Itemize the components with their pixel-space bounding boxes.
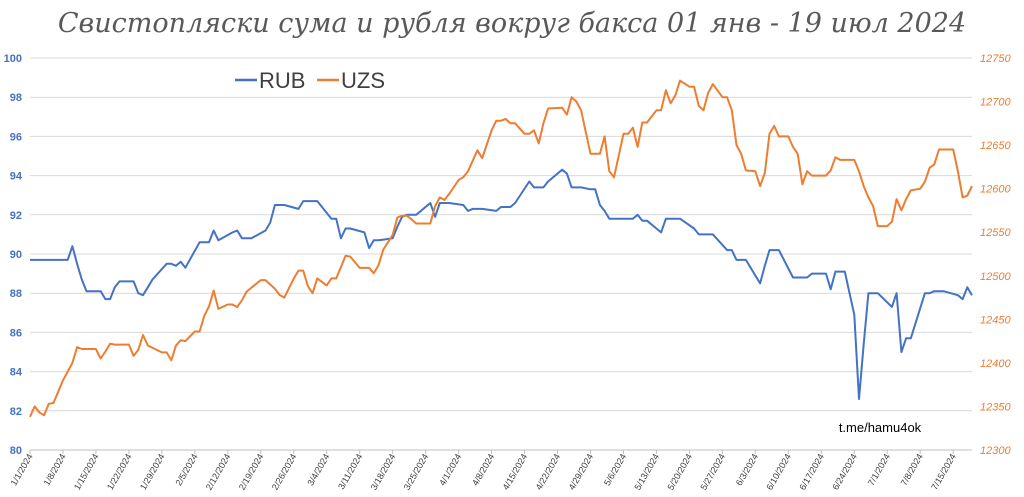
right-y-tick-label: 12500 bbox=[980, 271, 1011, 283]
left-y-tick-label: 84 bbox=[10, 367, 23, 379]
series-lines bbox=[29, 79, 973, 418]
right-y-tick-label: 12700 bbox=[980, 97, 1011, 109]
left-y-tick-label: 100 bbox=[4, 53, 22, 65]
chart-title: Свистопляски сума и рубля вокруг бакса 0… bbox=[58, 8, 966, 39]
watermark-annotation: t.me/hamu4ok bbox=[839, 420, 922, 435]
legend-label-rub: RUB bbox=[259, 68, 305, 93]
left-y-tick-label: 82 bbox=[10, 406, 22, 418]
right-y-tick-label: 12600 bbox=[980, 184, 1011, 196]
right-y-tick-label: 12400 bbox=[980, 358, 1011, 370]
right-y-tick-label: 12550 bbox=[980, 227, 1011, 239]
left-y-tick-label: 86 bbox=[10, 327, 22, 339]
left-y-tick-label: 96 bbox=[10, 131, 22, 143]
series-line-rub bbox=[30, 168, 973, 400]
legend-label-uzs: UZS bbox=[341, 68, 385, 93]
left-y-axis: 80 82 84 86 88 90 92 94 96 98 100 bbox=[4, 53, 23, 457]
right-y-tick-label: 12350 bbox=[980, 401, 1011, 413]
series-line-uzs bbox=[29, 79, 973, 418]
right-y-tick-label: 12450 bbox=[980, 314, 1011, 326]
legend: RUB UZS bbox=[235, 68, 385, 93]
right-y-axis: 12300 12350 12400 12450 12500 12550 12600 12650… bbox=[980, 53, 1011, 457]
right-y-tick-label: 12750 bbox=[980, 53, 1011, 65]
left-y-tick-label: 92 bbox=[10, 210, 22, 222]
gridlines bbox=[30, 57, 972, 451]
left-y-tick-label: 88 bbox=[10, 288, 22, 300]
right-y-tick-label: 12300 bbox=[980, 445, 1011, 457]
left-y-tick-label: 98 bbox=[10, 92, 22, 104]
left-y-tick-label: 80 bbox=[10, 445, 22, 457]
left-y-tick-label: 90 bbox=[10, 249, 22, 261]
left-y-tick-label: 94 bbox=[10, 171, 23, 183]
right-y-tick-label: 12650 bbox=[980, 140, 1011, 152]
